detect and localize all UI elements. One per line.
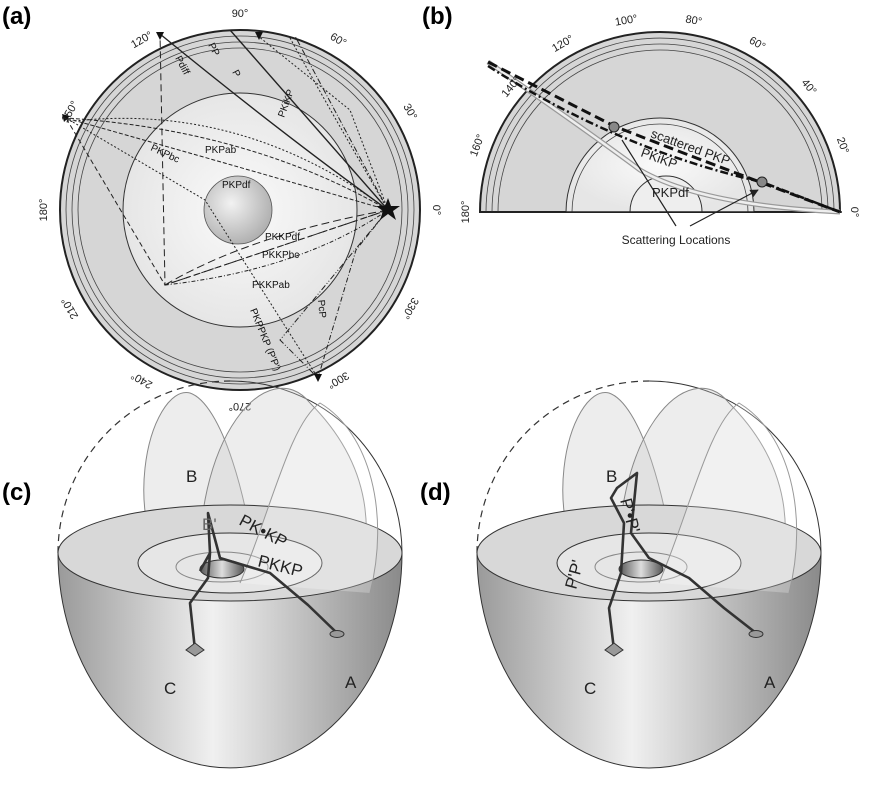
point-label: B xyxy=(186,467,197,486)
phase-label: PcP xyxy=(315,299,328,319)
phase-label: PKPab xyxy=(205,145,237,156)
phase-label: PKPdf xyxy=(652,185,689,200)
panel-label: (b) xyxy=(422,3,453,30)
phase-label: PKKPbc xyxy=(262,250,299,261)
source-a xyxy=(330,631,344,638)
phase-label: PKKPdf xyxy=(265,232,300,243)
angle-label: 40° xyxy=(799,77,819,97)
point-label: A xyxy=(764,673,776,692)
angle-label: 180° xyxy=(460,201,472,224)
source-a xyxy=(749,631,763,638)
panel-label: (d) xyxy=(420,479,451,506)
panel-label: (c) xyxy=(2,479,31,506)
panel-label: (a) xyxy=(2,3,31,30)
point-label: B' xyxy=(202,515,217,534)
point-label: C xyxy=(164,679,176,698)
point-label: A xyxy=(345,673,357,692)
angle-label: 120° xyxy=(550,33,576,55)
angle-label: 100° xyxy=(614,13,639,29)
panel-b: (b) 140°120°100°80°60°40°20°0°160°180° s… xyxy=(422,3,860,247)
angle-label: 20° xyxy=(834,136,851,156)
angle-label: 120° xyxy=(129,29,155,51)
angle-label: 180° xyxy=(38,199,50,222)
point-label: C xyxy=(584,679,596,698)
angle-label: 60° xyxy=(747,35,767,54)
angle-label: 160° xyxy=(468,133,487,158)
angle-label: 90° xyxy=(232,8,249,20)
note: Scattering Locations xyxy=(622,233,731,247)
angle-label: 60° xyxy=(328,31,348,50)
angle-label: 330° xyxy=(399,295,421,321)
panel-a: (a) 90°60°30°0°330°300°270°240°210°180°1… xyxy=(2,3,442,412)
angle-label: 300° xyxy=(325,369,351,391)
spheres xyxy=(58,381,821,768)
angle-label: 210° xyxy=(59,295,81,321)
angle-label: 0° xyxy=(430,205,442,216)
angle-label: 0° xyxy=(848,207,860,218)
phase-label: PKKPab xyxy=(252,280,290,291)
phase-label: PKPdf xyxy=(222,180,251,191)
scatter-point xyxy=(609,122,619,132)
angle-label: 80° xyxy=(684,13,702,28)
angle-label: 240° xyxy=(129,369,155,391)
angle-label: 150° xyxy=(59,99,81,125)
figure: (a) 90°60°30°0°330°300°270°240°210°180°1… xyxy=(0,0,869,791)
scatter-point xyxy=(757,177,767,187)
angle-label: 30° xyxy=(400,102,419,122)
point-label: B xyxy=(606,467,617,486)
